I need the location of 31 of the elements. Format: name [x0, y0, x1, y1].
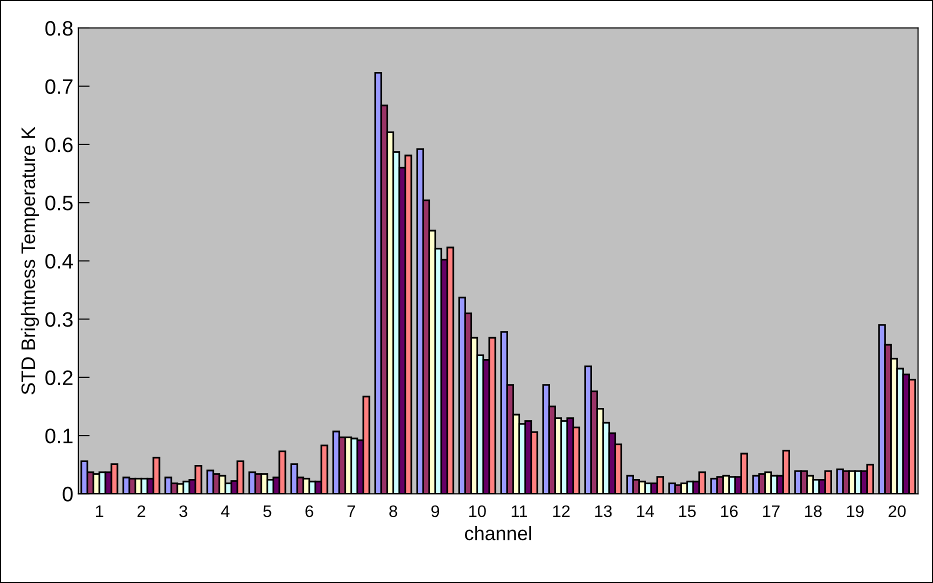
x-axis-title: channel — [464, 526, 531, 540]
x-tick-label: 7 — [347, 506, 356, 517]
x-tick-label: 16 — [721, 505, 738, 518]
x-tick-label: 10 — [469, 505, 486, 518]
x-tick-label: 15 — [679, 506, 696, 518]
x-tick-label: 5 — [263, 506, 272, 518]
y-tick-label: 0.6 — [45, 137, 73, 152]
x-tick-label: 9 — [431, 505, 440, 518]
x-tick-label: 8 — [389, 505, 398, 518]
x-tick-label: 11 — [512, 506, 528, 517]
y-tick-label: 0.1 — [45, 428, 72, 444]
x-tick-label: 4 — [221, 506, 230, 517]
x-tick-label: 14 — [637, 506, 654, 517]
y-tick-label: 0.2 — [45, 370, 72, 386]
x-tick-label: 17 — [763, 506, 780, 517]
y-axis-title: STD Brightness Temperature K — [20, 126, 39, 394]
x-tick-label: 1 — [96, 506, 104, 517]
y-tick-label: 0.3 — [45, 312, 73, 327]
y-tick-label: 0.4 — [45, 254, 73, 269]
y-tick-label: 0 — [62, 486, 73, 502]
y-tick-label: 0.8 — [45, 20, 73, 36]
x-tick-label: 12 — [553, 505, 570, 517]
x-tick-label: 6 — [306, 505, 314, 518]
y-tick-label: 0.5 — [45, 196, 73, 210]
x-tick-label: 13 — [595, 505, 612, 518]
x-tick-label: 3 — [179, 505, 188, 518]
x-tick-label: 2 — [138, 505, 146, 517]
x-tick-label: 20 — [888, 505, 906, 518]
x-tick-label: 19 — [847, 505, 864, 518]
y-tick-label: 0.7 — [45, 79, 72, 94]
x-tick-label: 18 — [805, 505, 822, 518]
